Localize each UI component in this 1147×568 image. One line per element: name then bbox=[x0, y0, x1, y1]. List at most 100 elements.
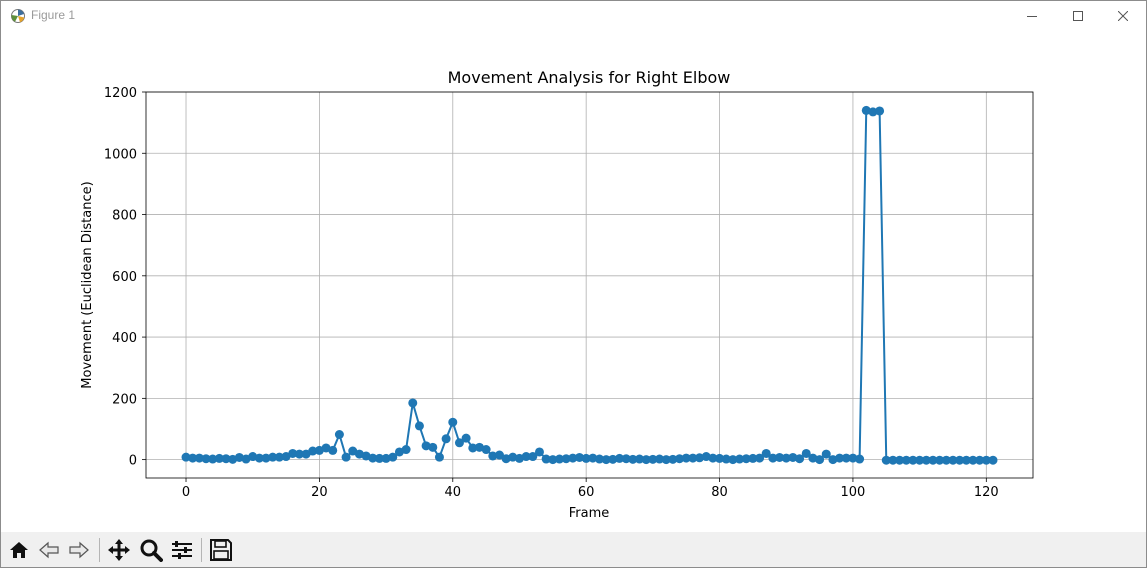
data-point[interactable] bbox=[908, 455, 918, 465]
data-point[interactable] bbox=[468, 443, 478, 453]
data-point[interactable] bbox=[334, 429, 344, 439]
data-point[interactable] bbox=[548, 455, 558, 465]
data-point[interactable] bbox=[948, 455, 958, 465]
data-point[interactable] bbox=[775, 452, 785, 462]
data-point[interactable] bbox=[561, 454, 571, 464]
data-point[interactable] bbox=[554, 454, 564, 464]
data-point[interactable] bbox=[715, 453, 725, 463]
data-point[interactable] bbox=[308, 446, 318, 456]
data-point[interactable] bbox=[541, 454, 551, 464]
figure-canvas[interactable]: 0 20 40 60 80 100 120 0 200 400 600 800 1000 1200 Mo… bbox=[1, 31, 1146, 532]
close-button[interactable] bbox=[1100, 1, 1146, 31]
data-point[interactable] bbox=[488, 451, 498, 461]
data-point[interactable] bbox=[681, 453, 691, 463]
data-point[interactable] bbox=[454, 438, 464, 448]
data-point[interactable] bbox=[441, 434, 451, 444]
data-point[interactable] bbox=[201, 454, 211, 464]
data-point[interactable] bbox=[688, 453, 698, 463]
data-point[interactable] bbox=[881, 455, 891, 465]
data-point[interactable] bbox=[381, 453, 391, 463]
data-point[interactable] bbox=[534, 447, 544, 457]
data-point[interactable] bbox=[588, 453, 598, 463]
data-point[interactable] bbox=[648, 454, 658, 464]
data-point[interactable] bbox=[181, 452, 191, 462]
data-point[interactable] bbox=[795, 454, 805, 464]
data-point[interactable] bbox=[388, 452, 398, 462]
data-point[interactable] bbox=[294, 449, 304, 459]
data-point[interactable] bbox=[221, 454, 231, 464]
data-point[interactable] bbox=[568, 453, 578, 463]
data-point[interactable] bbox=[521, 452, 531, 462]
data-point[interactable] bbox=[661, 455, 671, 465]
data-point[interactable] bbox=[508, 452, 518, 462]
data-point[interactable] bbox=[428, 442, 438, 452]
title-bar[interactable]: Figure 1 bbox=[1, 1, 1146, 31]
data-point[interactable] bbox=[494, 450, 504, 460]
data-point[interactable] bbox=[935, 455, 945, 465]
data-point[interactable] bbox=[848, 453, 858, 463]
data-point[interactable] bbox=[928, 455, 938, 465]
data-point[interactable] bbox=[821, 449, 831, 459]
data-point[interactable] bbox=[615, 453, 625, 463]
data-point[interactable] bbox=[728, 455, 738, 465]
data-point[interactable] bbox=[448, 417, 458, 427]
home-button[interactable] bbox=[5, 536, 33, 564]
data-point[interactable] bbox=[268, 452, 278, 462]
data-point[interactable] bbox=[968, 455, 978, 465]
data-point[interactable] bbox=[735, 454, 745, 464]
data-point[interactable] bbox=[194, 453, 204, 463]
data-point[interactable] bbox=[595, 454, 605, 464]
data-point[interactable] bbox=[855, 454, 865, 464]
data-point[interactable] bbox=[761, 448, 771, 458]
data-point[interactable] bbox=[708, 453, 718, 463]
data-point[interactable] bbox=[574, 452, 584, 462]
data-point[interactable] bbox=[434, 452, 444, 462]
line-chart[interactable]: 0 20 40 60 80 100 120 0 200 400 600 800 1000 1200 Mo… bbox=[1, 31, 1146, 532]
data-point[interactable] bbox=[581, 453, 591, 463]
data-point[interactable] bbox=[748, 453, 758, 463]
data-point[interactable] bbox=[841, 453, 851, 463]
maximize-button[interactable] bbox=[1055, 1, 1101, 31]
zoom-button[interactable] bbox=[137, 536, 165, 564]
data-point[interactable] bbox=[755, 453, 765, 463]
data-point[interactable] bbox=[668, 454, 678, 464]
data-point[interactable] bbox=[815, 455, 825, 465]
data-point[interactable] bbox=[955, 455, 965, 465]
data-point[interactable] bbox=[328, 445, 338, 455]
data-point[interactable] bbox=[254, 453, 264, 463]
pan-button[interactable] bbox=[105, 536, 133, 564]
data-point[interactable] bbox=[895, 455, 905, 465]
data-point[interactable] bbox=[374, 453, 384, 463]
data-point[interactable] bbox=[274, 452, 284, 462]
data-point[interactable] bbox=[901, 455, 911, 465]
data-point[interactable] bbox=[601, 455, 611, 465]
data-point[interactable] bbox=[801, 448, 811, 458]
data-point[interactable] bbox=[961, 455, 971, 465]
minimize-button[interactable] bbox=[1009, 1, 1055, 31]
data-point[interactable] bbox=[868, 107, 878, 117]
data-point[interactable] bbox=[888, 455, 898, 465]
data-point[interactable] bbox=[695, 453, 705, 463]
forward-button[interactable] bbox=[65, 536, 93, 564]
data-point[interactable] bbox=[988, 455, 998, 465]
data-point[interactable] bbox=[915, 455, 925, 465]
data-point[interactable] bbox=[975, 455, 985, 465]
back-button[interactable] bbox=[35, 536, 63, 564]
data-point[interactable] bbox=[401, 445, 411, 455]
data-point[interactable] bbox=[628, 454, 638, 464]
data-point[interactable] bbox=[208, 454, 218, 464]
data-point[interactable] bbox=[288, 448, 298, 458]
data-point[interactable] bbox=[768, 453, 778, 463]
data-point[interactable] bbox=[461, 433, 471, 443]
data-point[interactable] bbox=[408, 398, 418, 408]
data-point[interactable] bbox=[921, 455, 931, 465]
data-point[interactable] bbox=[261, 453, 271, 463]
data-point[interactable] bbox=[875, 106, 885, 116]
data-point[interactable] bbox=[368, 453, 378, 463]
data-point[interactable] bbox=[741, 454, 751, 464]
data-point[interactable] bbox=[414, 421, 424, 431]
data-point[interactable] bbox=[835, 453, 845, 463]
data-point[interactable] bbox=[981, 455, 991, 465]
data-point[interactable] bbox=[621, 454, 631, 464]
data-point[interactable] bbox=[341, 452, 351, 462]
